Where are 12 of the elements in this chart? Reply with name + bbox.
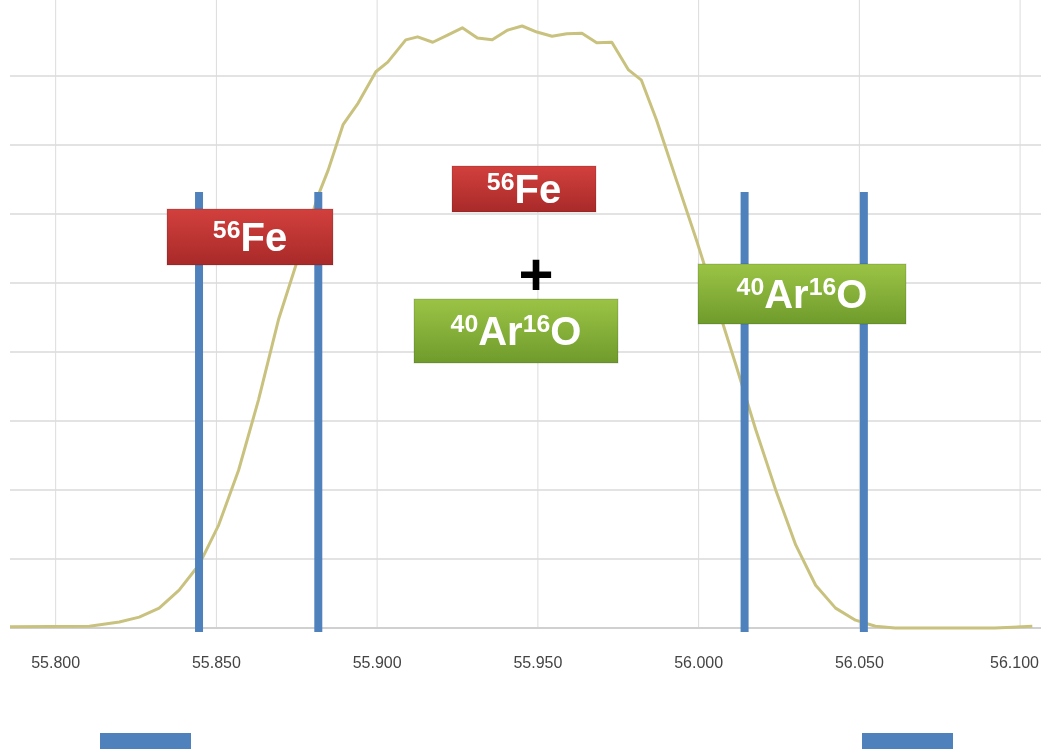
x-tick-label: 55.800 xyxy=(31,654,81,671)
annotation: + xyxy=(518,240,554,308)
annotation: $^{56}$Fe xyxy=(486,167,562,212)
x-tick-label: 56.050 xyxy=(834,654,884,671)
x-tick-label: 55.950 xyxy=(513,654,563,671)
annotation: $^{56}$Fe xyxy=(212,215,288,260)
annotation: $^{40}$Ar$^{16}$O xyxy=(450,309,582,354)
x-tick-label: 55.900 xyxy=(352,654,402,671)
x-tick-label: 56.100 xyxy=(990,654,1040,671)
annotation: $^{40}$Ar$^{16}$O xyxy=(736,272,868,317)
x-tick-label: 56.000 xyxy=(674,654,724,671)
x-tick-label: 55.850 xyxy=(191,654,241,671)
